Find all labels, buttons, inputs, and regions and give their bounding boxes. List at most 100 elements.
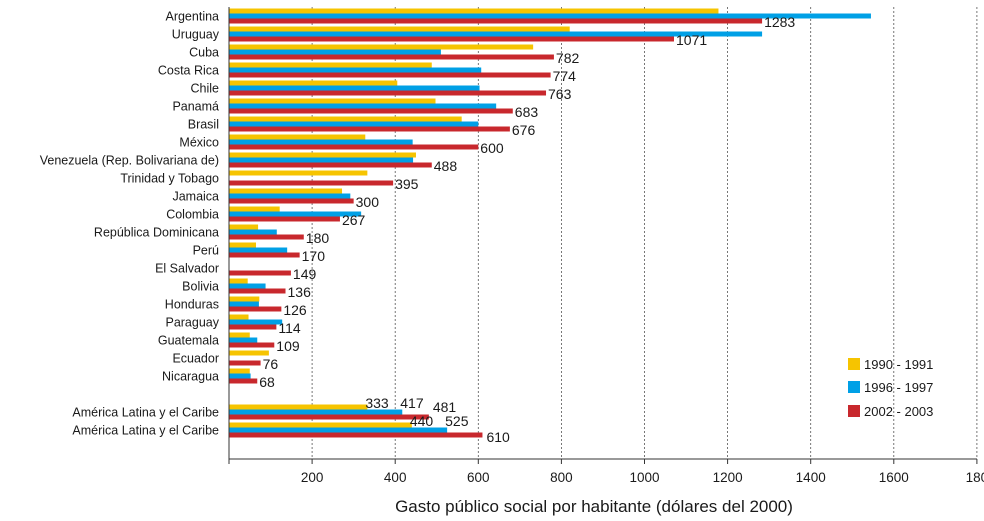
bar xyxy=(229,360,261,366)
data-label: 782 xyxy=(556,50,580,66)
bar xyxy=(229,193,351,199)
category-label: República Dominicana xyxy=(94,226,219,240)
bar xyxy=(229,283,266,289)
x-tick-label: 1600 xyxy=(879,470,909,485)
bar xyxy=(229,270,291,276)
bar xyxy=(229,350,269,356)
bar xyxy=(229,368,250,374)
bar xyxy=(229,378,258,384)
bar xyxy=(229,373,251,379)
bar xyxy=(229,157,414,163)
bar xyxy=(229,306,282,312)
x-tick-label: 600 xyxy=(467,470,490,485)
category-label: Brasil xyxy=(188,118,219,132)
bar xyxy=(229,13,871,19)
bar xyxy=(229,198,354,204)
bar xyxy=(229,427,448,433)
grid-lines xyxy=(311,7,978,457)
category-label: Nicaragua xyxy=(162,370,219,384)
category-label: Uruguay xyxy=(172,28,220,42)
x-tick-label: 800 xyxy=(550,470,573,485)
legend-label: 1996 - 1997 xyxy=(864,380,933,395)
bars xyxy=(229,8,871,438)
bar xyxy=(229,54,554,60)
data-label: 417 xyxy=(400,395,424,411)
x-tick-label: 1000 xyxy=(629,470,659,485)
data-label: 525 xyxy=(445,413,469,429)
bar xyxy=(229,314,249,320)
category-label: Cuba xyxy=(189,46,219,60)
bar xyxy=(229,44,534,50)
bar xyxy=(229,288,286,294)
data-label: 683 xyxy=(515,104,539,120)
category-label: Colombia xyxy=(166,208,219,222)
bar xyxy=(229,31,763,37)
legend-label: 2002 - 2003 xyxy=(864,404,933,419)
bar xyxy=(229,234,304,240)
category-label: Guatemala xyxy=(158,334,219,348)
data-label: 180 xyxy=(306,230,330,246)
data-label: 395 xyxy=(395,176,419,192)
data-label: 300 xyxy=(356,194,380,210)
data-label: 109 xyxy=(276,338,300,354)
x-tick-label: 1400 xyxy=(796,470,826,485)
bar xyxy=(229,301,259,307)
data-label: 114 xyxy=(278,320,301,336)
bar xyxy=(229,90,547,96)
bar xyxy=(229,319,283,325)
category-label: México xyxy=(179,136,219,150)
data-label: 600 xyxy=(480,140,504,156)
bar xyxy=(229,278,248,284)
data-label: 1283 xyxy=(764,14,795,30)
legend: 1990 - 1991 1996 - 1997 2002 - 2003 xyxy=(848,357,933,419)
category-label: Venezuela (Rep. Bolivariana de) xyxy=(40,154,219,168)
legend-swatch xyxy=(848,358,860,370)
bar xyxy=(229,26,570,32)
category-label: Jamaica xyxy=(172,190,219,204)
data-label: 136 xyxy=(288,284,312,300)
data-label: 676 xyxy=(512,122,536,138)
data-label: 76 xyxy=(263,356,279,372)
category-label: Costa Rica xyxy=(158,64,219,78)
bar xyxy=(229,404,368,410)
bar xyxy=(229,98,436,104)
value-labels: 1283 1071 782 774 763 683 676 600 488 395 300 267 18… xyxy=(259,14,795,445)
category-label: Bolivia xyxy=(182,280,219,294)
data-label: 763 xyxy=(548,86,572,102)
bar xyxy=(229,80,398,86)
bar xyxy=(229,134,366,140)
bar xyxy=(229,337,258,343)
category-label: Trinidad y Tobago xyxy=(120,172,219,186)
data-label: 149 xyxy=(293,266,317,282)
bar xyxy=(229,126,510,132)
bar xyxy=(229,162,432,168)
bar xyxy=(229,8,719,14)
data-label: 126 xyxy=(283,302,307,318)
bar xyxy=(229,72,551,78)
x-axis: 200 400 600 800 1000 1200 1400 1600 180 xyxy=(228,7,984,485)
bar xyxy=(229,409,403,415)
bar xyxy=(229,422,412,428)
bar xyxy=(229,121,479,127)
data-label: 440 xyxy=(410,413,434,429)
bar xyxy=(229,62,432,68)
bar xyxy=(229,296,260,302)
data-label: 1071 xyxy=(676,32,707,48)
bar xyxy=(229,229,277,235)
category-label: América Latina y el Caribe xyxy=(72,424,219,438)
bar xyxy=(229,216,340,222)
legend-swatch xyxy=(848,381,860,393)
bar xyxy=(229,252,300,258)
data-label: 774 xyxy=(553,68,577,84)
bar xyxy=(229,247,288,253)
bar xyxy=(229,324,277,330)
bar xyxy=(229,242,257,248)
bar xyxy=(229,224,259,230)
bar xyxy=(229,139,413,145)
bar xyxy=(229,85,480,91)
data-label: 267 xyxy=(342,212,366,228)
data-label: 170 xyxy=(302,248,326,264)
category-label: Honduras xyxy=(165,298,219,312)
bar xyxy=(229,36,675,42)
